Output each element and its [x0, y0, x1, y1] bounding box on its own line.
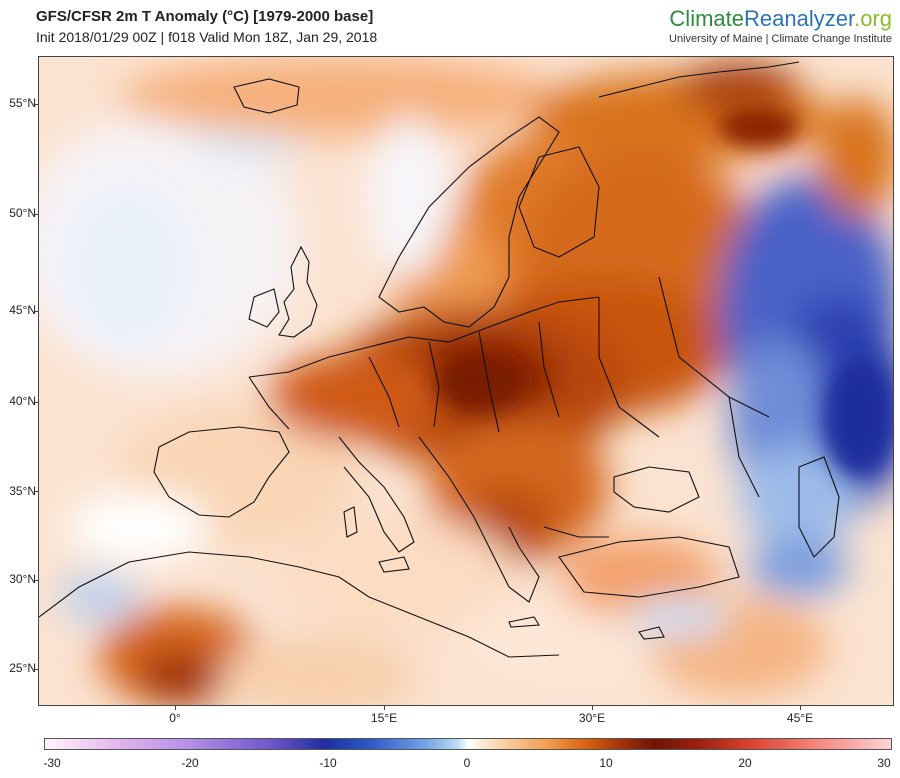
- lat-label-55n: 55°N: [9, 96, 36, 110]
- brand-name-part2: Reanalyzer: [744, 6, 855, 31]
- colorbar-label: 30: [877, 756, 891, 770]
- brand-name-part3: .org: [854, 6, 892, 31]
- colorbar-label: 0: [463, 756, 471, 770]
- lon-label-0: 0°: [169, 711, 181, 725]
- brand-name-part1: Climate: [669, 6, 744, 31]
- brand-name: ClimateReanalyzer.org: [669, 6, 892, 32]
- anomaly-map: [38, 56, 894, 706]
- lat-tick: [34, 669, 38, 670]
- lat-label-35n: 35°N: [9, 484, 36, 498]
- brand-logo[interactable]: ClimateReanalyzer.org University of Main…: [669, 6, 892, 45]
- anomaly-field: [39, 57, 893, 705]
- lat-tick: [34, 104, 38, 105]
- lon-tick: [384, 706, 385, 710]
- coastlines: [39, 61, 840, 658]
- lat-tick: [34, 402, 38, 403]
- colorbar-label: 10: [599, 756, 613, 770]
- brand-tagline: University of Maine | Climate Change Ins…: [669, 33, 892, 45]
- map-subtitle: Init 2018/01/29 00Z | f018 Valid Mon 18Z…: [36, 29, 378, 45]
- lat-label-40n: 40°N: [9, 394, 36, 408]
- colorbar-label: -30: [43, 756, 61, 770]
- colorbar-label: -20: [181, 756, 199, 770]
- lon-label-30e: 30°E: [578, 711, 606, 725]
- lat-tick: [34, 214, 38, 215]
- lat-label-30n: 30°N: [9, 572, 36, 586]
- colorbar: [44, 738, 892, 750]
- lon-label-45e: 45°E: [786, 711, 814, 725]
- colorbar-label: 20: [738, 756, 752, 770]
- lat-label-25n: 25°N: [9, 661, 36, 675]
- map-title: GFS/CFSR 2m T Anomaly (°C) [1979-2000 ba…: [36, 8, 374, 25]
- lon-tick: [175, 706, 176, 710]
- lat-tick: [34, 491, 38, 492]
- lat-label-45n: 45°N: [9, 303, 36, 317]
- lat-tick: [34, 580, 38, 581]
- lon-label-15e: 15°E: [370, 711, 398, 725]
- colorbar-label: -10: [319, 756, 337, 770]
- lat-label-50n: 50°N: [9, 206, 36, 220]
- lat-tick: [34, 311, 38, 312]
- lon-tick: [592, 706, 593, 710]
- lon-tick: [800, 706, 801, 710]
